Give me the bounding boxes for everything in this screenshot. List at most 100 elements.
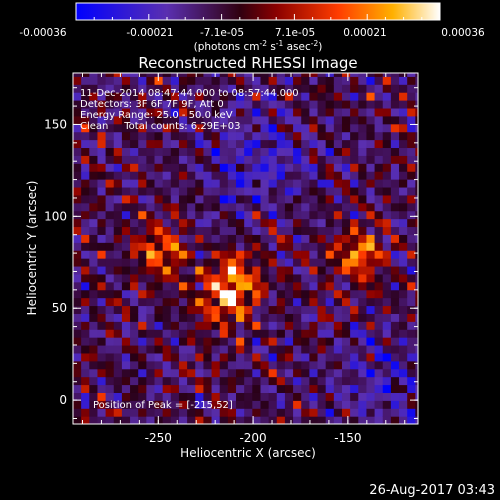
heatmap-cell <box>325 84 335 93</box>
heatmap-cell <box>162 344 172 354</box>
heatmap-cell <box>187 163 196 172</box>
heatmap-cell <box>317 368 327 378</box>
heatmap-cell <box>317 107 327 117</box>
heatmap-cell <box>301 400 310 409</box>
heatmap-cell <box>195 289 205 299</box>
heatmap-cell <box>81 155 90 164</box>
heatmap-cell <box>195 155 205 164</box>
heatmap-cell <box>268 352 278 362</box>
heatmap-cell <box>89 163 99 172</box>
heatmap-cell <box>366 313 376 322</box>
heatmap-cell <box>268 392 278 401</box>
heatmap-cell <box>236 226 245 235</box>
heatmap-cell <box>382 92 392 101</box>
heatmap-cell <box>211 329 221 338</box>
heatmap-cell <box>89 360 99 370</box>
heatmap-cell <box>89 147 99 156</box>
heatmap-cell <box>325 329 335 338</box>
heatmap-cell <box>170 400 180 409</box>
heatmap-cell <box>325 147 335 156</box>
heatmap-cell <box>154 73 164 77</box>
heatmap-cell <box>219 265 229 275</box>
heatmap-cell <box>89 400 99 409</box>
heatmap-cell <box>293 242 302 251</box>
heatmap-cell <box>113 289 123 299</box>
heatmap-cell <box>105 321 115 330</box>
heatmap-cell <box>178 123 188 133</box>
heatmap-cell <box>73 313 82 322</box>
heatmap-cell <box>358 218 368 228</box>
heatmap-cell <box>317 100 327 109</box>
heatmap-cell <box>73 273 82 283</box>
heatmap-cell <box>178 250 188 259</box>
heatmap-cell <box>333 226 343 235</box>
heatmap-cell <box>195 171 205 180</box>
heatmap-cell <box>260 92 270 101</box>
heatmap-cell <box>227 115 237 125</box>
heatmap-cell <box>350 313 359 322</box>
heatmap-cell <box>73 400 82 409</box>
heatmap-cell <box>399 337 408 346</box>
heatmap-cell <box>399 155 408 164</box>
heatmap-cell <box>170 344 180 354</box>
heatmap-cell <box>130 100 139 109</box>
heatmap-cell <box>244 384 253 393</box>
heatmap-cell <box>415 329 418 338</box>
heatmap-cell <box>187 416 196 424</box>
heatmap-cell <box>399 352 408 362</box>
heatmap-cell <box>227 368 237 378</box>
heatmap-cell <box>121 368 131 378</box>
heatmap-cell <box>325 226 335 235</box>
colorbar-tick-label-0: -0.00036 <box>19 27 67 39</box>
heatmap-cell <box>146 250 156 259</box>
heatmap-cell <box>407 218 416 228</box>
heatmap-cell <box>390 76 400 85</box>
heatmap-cell <box>73 100 82 109</box>
heatmap-cell <box>358 139 368 149</box>
heatmap-cell <box>325 313 335 322</box>
heatmap-cell <box>407 131 416 141</box>
heatmap-cell <box>309 202 319 212</box>
heatmap-cell <box>341 408 351 417</box>
heatmap-cell <box>227 76 237 85</box>
heatmap-cell <box>236 392 245 401</box>
heatmap-cell <box>89 234 99 243</box>
heatmap-cell <box>390 202 400 212</box>
heatmap-cell <box>325 218 335 228</box>
heatmap-cell <box>178 179 188 188</box>
heatmap-cell <box>317 250 327 259</box>
heatmap-cell <box>113 250 123 259</box>
heatmap-cell <box>390 123 400 133</box>
heatmap-cell <box>341 100 351 109</box>
heatmap-cell <box>178 384 188 393</box>
heatmap-cell <box>301 123 310 133</box>
heatmap-cell <box>81 258 90 267</box>
heatmap-cell <box>374 171 384 180</box>
heatmap-cell <box>138 297 147 307</box>
heatmap-cell <box>374 289 384 299</box>
heatmap-cell <box>358 337 368 346</box>
heatmap-cell <box>399 73 408 77</box>
heatmap-cell <box>178 226 188 235</box>
heatmap-cell <box>244 202 253 212</box>
heatmap-cell <box>293 139 302 149</box>
heatmap-cell <box>203 234 213 243</box>
heatmap-cell <box>162 186 172 196</box>
heatmap-cell <box>333 218 343 228</box>
heatmap-cell <box>81 408 90 417</box>
heatmap-cell <box>211 147 221 156</box>
heatmap-cell <box>236 258 245 267</box>
heatmap-cell <box>146 305 156 314</box>
heatmap-cell <box>293 337 302 346</box>
heatmap-cell <box>301 297 310 307</box>
heatmap-cell <box>170 202 180 212</box>
heatmap-cell <box>358 392 368 401</box>
heatmap-cell <box>284 100 294 109</box>
heatmap-cell <box>358 352 368 362</box>
generated-timestamp: 26-Aug-2017 03:43 <box>369 483 495 498</box>
heatmap-cell <box>252 352 262 362</box>
heatmap-cell <box>211 163 221 172</box>
heatmap-cell <box>219 226 229 235</box>
heatmap-cell <box>293 76 302 85</box>
